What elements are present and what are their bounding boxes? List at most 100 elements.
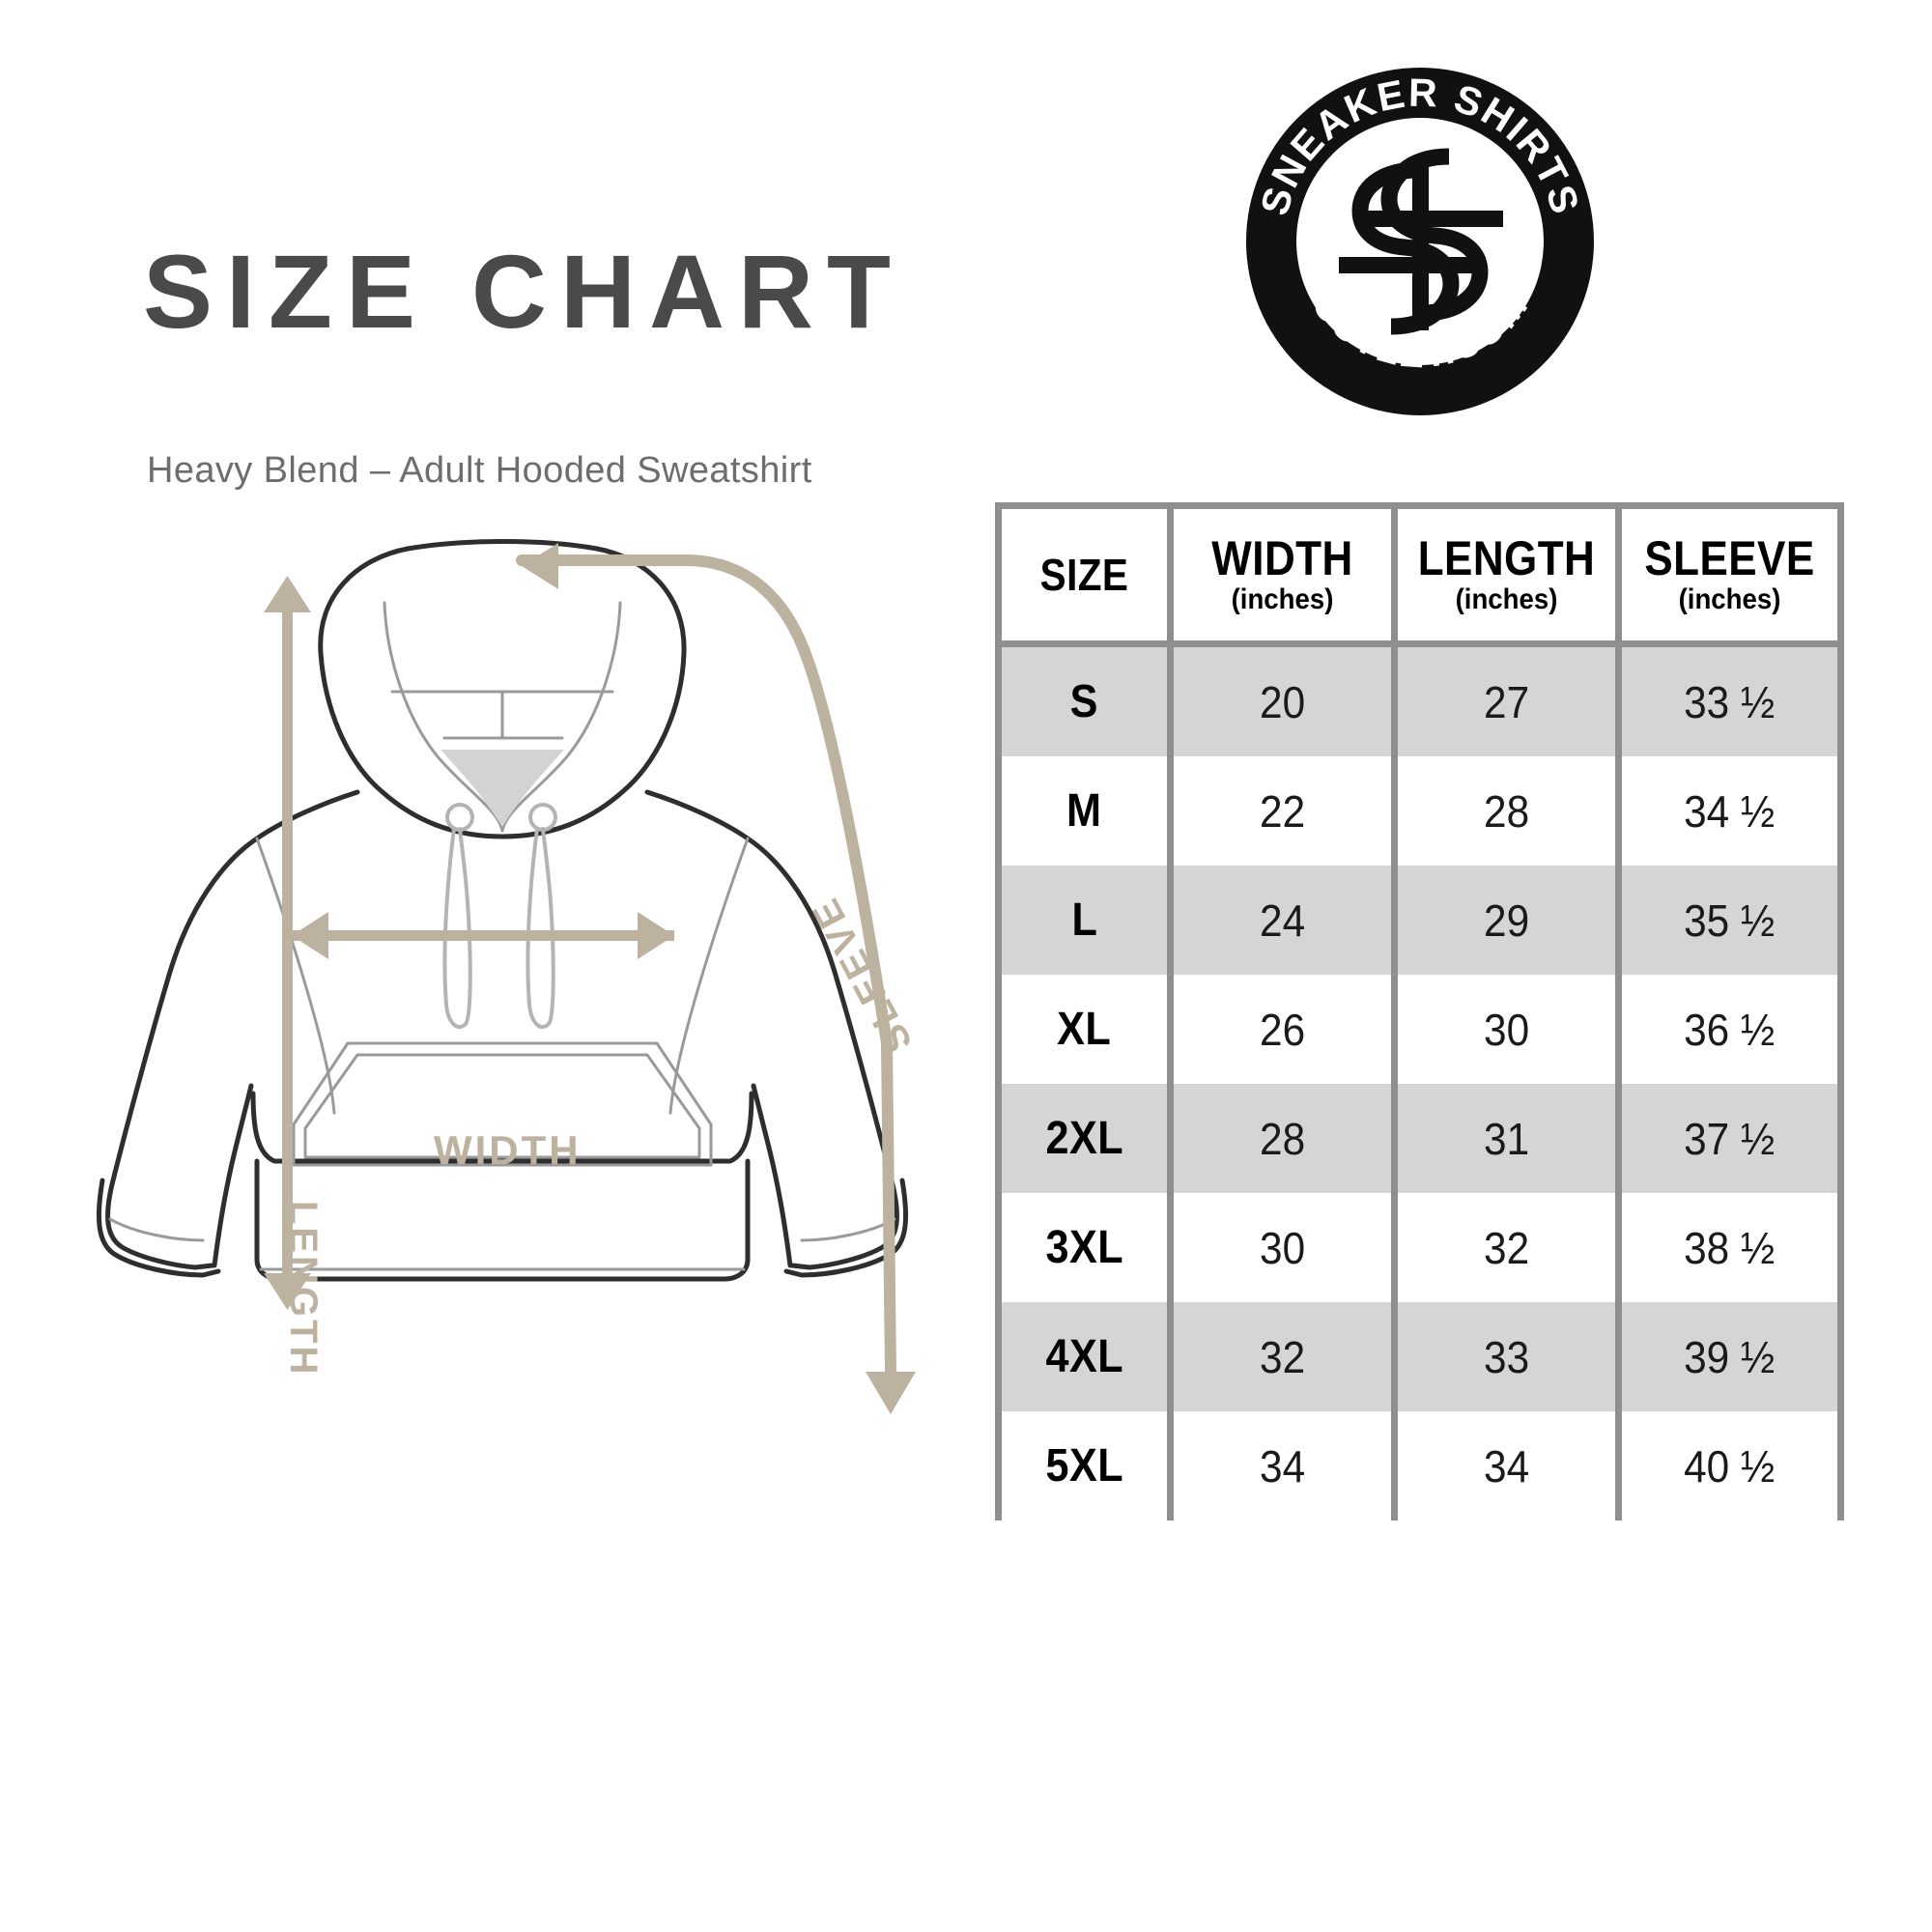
cell-sleeve: 38 ½ <box>1615 1193 1844 1302</box>
cell-sleeve: 39 ½ <box>1615 1302 1844 1411</box>
cell-width: 22 <box>1167 756 1398 866</box>
length-value: 27 <box>1483 676 1530 727</box>
width-value: 20 <box>1259 676 1306 727</box>
width-value: 28 <box>1259 1113 1306 1164</box>
left-cuff-seam <box>108 1217 205 1242</box>
table-row: XL 26 30 36 ½ <box>995 975 1844 1084</box>
length-arrow-shaft <box>282 599 293 1287</box>
size-table: SIZE WIDTH (inches) LENGTH (inches) SLEE… <box>995 502 1844 1520</box>
cell-width: 28 <box>1167 1084 1398 1193</box>
hood-inner-left <box>383 601 504 833</box>
pocket-outer <box>292 1041 713 1167</box>
cell-sleeve: 33 ½ <box>1615 643 1844 756</box>
length-value: 31 <box>1483 1113 1530 1164</box>
length-arrow-head-top <box>264 576 311 612</box>
length-arrow-head-bottom <box>264 1273 311 1310</box>
left-cuff <box>96 1178 221 1278</box>
pocket-inner <box>303 1053 701 1159</box>
right-raglan-seam <box>668 837 750 1115</box>
width-measure-label: WIDTH <box>434 1127 582 1173</box>
table-row: S 20 27 33 ½ <box>995 643 1844 756</box>
cell-size: 2XL <box>995 1084 1174 1193</box>
sleeve-value: 35 ½ <box>1684 895 1776 946</box>
column-header-sleeve-label: SLEEVE <box>1644 530 1815 585</box>
table-row: 4XL 32 33 39 ½ <box>995 1302 1844 1411</box>
width-value: 26 <box>1259 1004 1306 1055</box>
cell-length: 31 <box>1391 1084 1622 1193</box>
cell-width: 24 <box>1167 866 1398 975</box>
left-raglan-seam <box>255 837 336 1115</box>
column-header-sleeve-units: (inches) <box>1678 583 1781 615</box>
column-header-size-label: SIZE <box>1039 549 1129 600</box>
cell-size: 5XL <box>995 1411 1174 1520</box>
left-body-seam <box>212 1083 254 1268</box>
sleeve-value: 38 ½ <box>1684 1222 1776 1273</box>
width-value: 24 <box>1259 895 1306 946</box>
column-header-length-units: (inches) <box>1455 583 1558 615</box>
cell-size: S <box>995 643 1174 756</box>
table-row: 2XL 28 31 37 ½ <box>995 1084 1844 1193</box>
size-value: 3XL <box>1045 1222 1123 1273</box>
width-arrow-shaft <box>292 930 674 941</box>
page-title: SIZE CHART <box>143 233 904 350</box>
column-header-size: SIZE <box>995 502 1174 647</box>
table-row: 5XL 34 34 40 ½ <box>995 1411 1844 1520</box>
cell-width: 32 <box>1167 1302 1398 1411</box>
page-subtitle: Heavy Blend – Adult Hooded Sweatshirt <box>147 450 812 491</box>
size-value: 4XL <box>1045 1331 1123 1382</box>
cell-length: 28 <box>1391 756 1622 866</box>
cell-length: 29 <box>1391 866 1622 975</box>
cell-size: XL <box>995 975 1174 1084</box>
sleeve-value: 37 ½ <box>1684 1113 1776 1164</box>
length-value: 34 <box>1483 1440 1530 1492</box>
cell-width: 26 <box>1167 975 1398 1084</box>
drawstring-left <box>442 827 472 1030</box>
cell-sleeve: 36 ½ <box>1615 975 1844 1084</box>
size-value: 5XL <box>1045 1440 1123 1492</box>
cell-length: 32 <box>1391 1193 1622 1302</box>
sleeve-arrow-head-start <box>522 543 558 589</box>
column-header-width-label: WIDTH <box>1211 530 1353 585</box>
width-value: 30 <box>1259 1222 1306 1273</box>
table-row: 3XL 30 32 38 ½ <box>995 1193 1844 1302</box>
cell-size: 4XL <box>995 1302 1174 1411</box>
length-value: 30 <box>1483 1004 1530 1055</box>
column-header-width-units: (inches) <box>1231 583 1334 615</box>
sleeve-value: 33 ½ <box>1684 676 1776 727</box>
width-value: 32 <box>1259 1331 1306 1382</box>
cell-sleeve: 35 ½ <box>1615 866 1844 975</box>
cell-sleeve: 37 ½ <box>1615 1084 1844 1193</box>
right-cuff-seam <box>800 1217 896 1242</box>
sleeve-value: 39 ½ <box>1684 1331 1776 1382</box>
hood-outline <box>318 539 687 839</box>
size-value: XL <box>1057 1004 1112 1055</box>
cell-sleeve: 34 ½ <box>1615 756 1844 866</box>
size-value: L <box>1071 895 1097 946</box>
right-body-seam <box>751 1083 793 1268</box>
length-value: 33 <box>1483 1331 1530 1382</box>
width-arrow-head-right <box>638 912 674 959</box>
width-arrow-head-left <box>292 912 328 959</box>
cell-size: M <box>995 756 1174 866</box>
length-value: 28 <box>1483 785 1530 837</box>
sleeve-arrow-head-end <box>866 1372 916 1414</box>
cell-length: 33 <box>1391 1302 1622 1411</box>
length-value: 32 <box>1483 1222 1530 1273</box>
length-measure-label: LENGTH <box>282 1201 325 1378</box>
cell-width: 30 <box>1167 1193 1398 1302</box>
brand-logo: SNEAKER SHIRTS OUTLET.COM <box>1242 64 1598 419</box>
width-value: 34 <box>1259 1440 1306 1492</box>
table-header-row: SIZE WIDTH (inches) LENGTH (inches) SLEE… <box>995 502 1844 647</box>
column-header-length-label: LENGTH <box>1417 530 1596 585</box>
cell-length: 34 <box>1391 1411 1622 1520</box>
cell-width: 20 <box>1167 643 1398 756</box>
column-header-length: LENGTH (inches) <box>1391 502 1622 647</box>
left-sleeve-outline <box>105 789 360 1270</box>
cell-sleeve: 40 ½ <box>1615 1411 1844 1520</box>
table-row: L 24 29 35 ½ <box>995 866 1844 975</box>
table-row: M 22 28 34 ½ <box>995 756 1844 866</box>
cell-length: 30 <box>1391 975 1622 1084</box>
drawstring-grommet-right <box>528 803 557 832</box>
hem-band <box>254 1158 751 1282</box>
